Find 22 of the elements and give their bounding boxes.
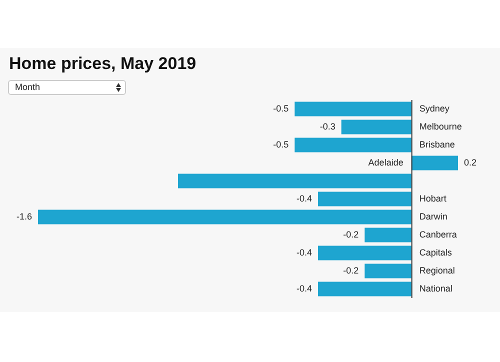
chart-title: Home prices, May 2019: [9, 54, 196, 74]
y-tick-label: National: [419, 283, 452, 294]
y-tick-label: Sydney: [419, 103, 450, 114]
data-label: -1.6: [16, 211, 32, 222]
y-tick-label: Adelaide: [368, 157, 404, 168]
data-label: -0.4: [296, 247, 312, 258]
dropdown: Month: [8, 80, 126, 95]
data-label: -0.2: [343, 229, 359, 240]
data-label: -0.3: [320, 121, 336, 132]
y-tick-label: Brisbane: [419, 139, 455, 150]
data-label: -0.4: [296, 283, 312, 294]
data-label: 0.2: [464, 157, 477, 168]
data-label: -0.4: [296, 193, 312, 204]
y-tick-label: Regional: [419, 265, 455, 276]
y-tick-label: Darwin: [419, 211, 448, 222]
data-label: -0.2: [343, 265, 359, 276]
y-tick-label: Melbourne: [419, 121, 462, 132]
y-tick-label: Hobart: [419, 193, 447, 204]
y-tick-label: Capitals: [419, 247, 452, 258]
data-label: -0.5: [273, 139, 289, 150]
y-tick-label: Canberra: [419, 229, 457, 240]
data-label: -0.5: [273, 103, 289, 114]
